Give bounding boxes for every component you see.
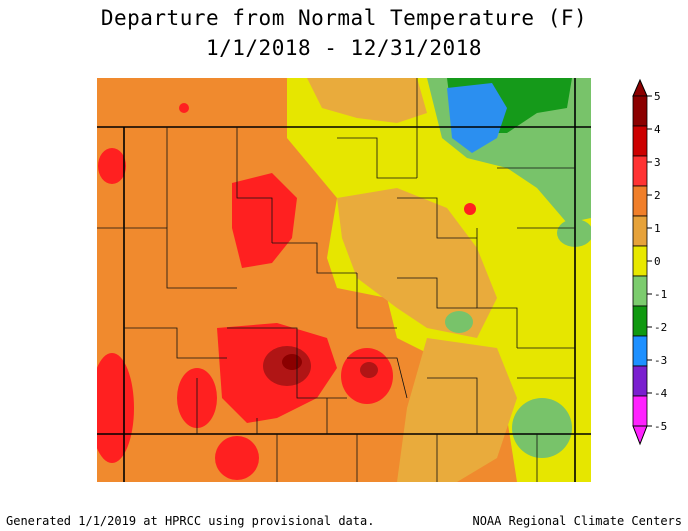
generation-note: Generated 1/1/2019 at HPRCC using provis…	[6, 514, 375, 528]
zone-light-orange-central	[337, 188, 497, 338]
legend-label: -2	[654, 321, 667, 334]
legend-bin	[632, 395, 648, 427]
color-legend: 5 4 3 2 1 0 -1 -2 -3 -4 -5	[632, 78, 668, 446]
legend-cap-top	[632, 78, 648, 97]
county-borders	[97, 78, 575, 482]
legend-label: 3	[654, 156, 661, 169]
legend-bin	[632, 245, 648, 277]
state-borders	[97, 78, 591, 482]
legend-label: -5	[654, 420, 667, 433]
zone-light-orange-southeast	[397, 338, 517, 482]
legend-label: 1	[654, 222, 661, 235]
legend-label: 5	[654, 90, 661, 103]
legend-cap-bottom	[632, 425, 648, 446]
legend-label: -3	[654, 354, 667, 367]
zone-red-top-spot	[179, 103, 189, 113]
zone-red-south-lower	[215, 436, 259, 480]
legend-bin	[632, 275, 648, 307]
legend-bin	[632, 95, 648, 127]
map-date-range: 1/1/2018 - 12/31/2018	[205, 36, 482, 60]
temperature-departure-map	[97, 78, 591, 482]
legend-label: 2	[654, 189, 661, 202]
legend-bin	[632, 215, 648, 247]
legend-label: 0	[654, 255, 661, 268]
zone-red-northwest	[232, 173, 297, 268]
legend-label: 4	[654, 123, 661, 136]
zone-green-southeast	[512, 398, 572, 458]
legend-bin	[632, 365, 648, 397]
zone-red-northeast-spot	[464, 203, 476, 215]
legend-bin	[632, 335, 648, 367]
map-title: Departure from Normal Temperature (F)	[100, 6, 588, 30]
zone-red-far-northwest	[98, 148, 126, 184]
legend-label: -4	[654, 387, 668, 400]
legend-label: -1	[654, 288, 667, 301]
zone-dark-red-south-center	[360, 362, 378, 378]
legend-bin	[632, 185, 648, 217]
zone-blue-north	[447, 83, 507, 153]
zone-green-east	[557, 219, 591, 247]
source-credit: NOAA Regional Climate Centers	[472, 514, 682, 528]
zone-green-central-east	[445, 311, 473, 333]
zone-light-orange-north	[307, 78, 427, 123]
legend-bin	[632, 155, 648, 187]
legend-bin	[632, 305, 648, 337]
legend-bin	[632, 125, 648, 157]
zone-darkest-red-southwest	[282, 354, 302, 370]
